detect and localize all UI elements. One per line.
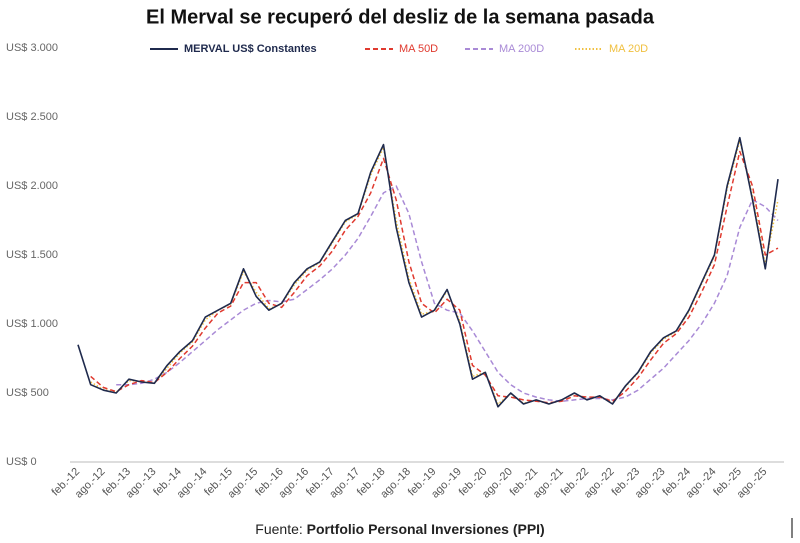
source: Fuente: Portfolio Personal Inversiones (…: [255, 521, 544, 537]
legend-label: MA 20D: [609, 43, 648, 55]
y-tick-label: US$ 1.000: [6, 318, 58, 330]
y-tick-label: US$ 500: [6, 387, 49, 399]
series-line: [90, 139, 779, 405]
legend-label: MA 50D: [399, 43, 438, 55]
series-line: [77, 136, 779, 408]
legend-label: MERVAL US$ Constantes: [184, 43, 317, 55]
y-tick-label: US$ 0: [6, 456, 37, 468]
source-name: Portfolio Personal Inversiones (PPI): [307, 521, 545, 537]
y-tick-label: US$ 2.000: [6, 180, 58, 192]
series-line: [90, 150, 779, 404]
chart-title: El Merval se recuperó del desliz de la s…: [146, 6, 655, 28]
y-tick-label: US$ 3.000: [6, 42, 58, 54]
y-tick-label: US$ 1.500: [6, 249, 58, 261]
y-tick-label: US$ 2.500: [6, 111, 58, 123]
series-line: [116, 185, 779, 403]
legend-label: MA 200D: [499, 43, 544, 55]
source-label: Fuente:: [255, 521, 302, 537]
